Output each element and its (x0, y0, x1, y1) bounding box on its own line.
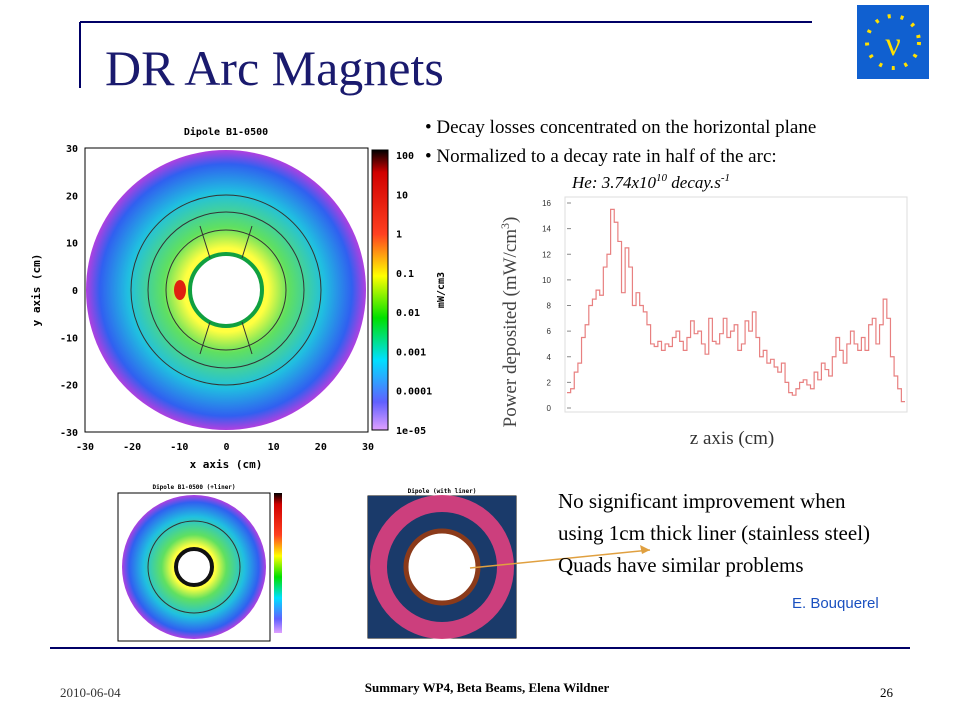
y-tick-label: 4 (547, 353, 552, 362)
colorbar-unit: mW/cm3 (436, 272, 447, 308)
formula-exp: 10 (656, 172, 668, 184)
chart-frame (564, 196, 908, 413)
colorbar-label: 1 (396, 230, 402, 241)
note: using 1cm thick liner (stainless steel) (558, 521, 870, 545)
bullet: • Normalized to a decay rate in half of … (425, 146, 777, 167)
heatmap (84, 147, 389, 433)
small-plot (367, 495, 517, 639)
heatmap-y-tick: 0 (72, 286, 78, 297)
colorbar-label: 10 (396, 190, 408, 201)
colorbar-label: 1e-05 (396, 426, 426, 437)
ylabel-text: Power deposited (mW/cm (500, 229, 521, 428)
heatmap-x-tick: 30 (362, 442, 374, 453)
heatmap-x-tick: 10 (268, 442, 280, 453)
logo: ν (857, 5, 929, 79)
heatmap-x-tick: 0 (223, 442, 229, 453)
y-tick-label: 14 (542, 225, 551, 234)
ylabel-sup: 3 (498, 223, 512, 229)
arrow (469, 549, 651, 569)
y-tick-label: 8 (547, 302, 552, 311)
heatmap-title: Dipole B1-0500 (184, 126, 268, 138)
formula: He: 3.74x1010 decay.s-1 (571, 172, 730, 192)
chart-ylabel: Power deposited (mW/cm3) (498, 217, 521, 428)
bullet: • Decay losses concentrated on the horiz… (425, 117, 816, 138)
colorbar-label: 0.0001 (396, 387, 432, 398)
colorbar-label: 0.1 (396, 269, 414, 280)
chart-xlabel: z axis (cm) (690, 428, 774, 449)
colorbar-label: 0.001 (396, 347, 426, 358)
author: E. Bouquerel (792, 595, 879, 612)
heatmap-ylabel: y axis (cm) (30, 254, 43, 327)
y-tick-label: 6 (547, 327, 552, 336)
page-number: 26 (880, 685, 894, 700)
colorbar-label: 0.01 (396, 308, 420, 319)
bullet-text: Normalized to a decay rate in half of th… (436, 146, 776, 167)
heatmap-x-tick: -30 (76, 442, 94, 453)
note: No significant improvement when (558, 489, 846, 513)
heatmap-y-tick: -10 (60, 333, 78, 344)
heatmap-y-tick: 30 (66, 144, 78, 155)
footer-date: 2010-06-04 (60, 685, 121, 700)
formula-unit: decay.s (667, 173, 721, 192)
heatmap-y-tick: -20 (60, 381, 78, 392)
small-plot (117, 492, 282, 642)
ylabel-end: ) (500, 217, 521, 223)
heatmap-y-tick: 20 (66, 191, 78, 202)
y-tick-label: 12 (542, 250, 551, 259)
svg-text:ν: ν (885, 26, 900, 63)
heatmap-x-tick: -10 (170, 442, 188, 453)
heatmap-x-tick: 20 (315, 442, 327, 453)
note: Quads have similar problems (558, 553, 804, 577)
formula-base: He: 3.74x10 (571, 173, 657, 192)
y-tick-label: 10 (542, 276, 551, 285)
heatmap-y-tick: -30 (60, 428, 78, 439)
bullet-text: Decay losses concentrated on the horizon… (436, 117, 816, 138)
y-tick-label: 0 (547, 404, 552, 413)
small-plot-title: Dipole (with liner) (408, 488, 477, 495)
arrow-head (640, 545, 650, 554)
y-tick-label: 2 (547, 378, 552, 387)
step-line (567, 208, 905, 403)
small-plot-title: Dipole B1-0500 (+liner) (152, 484, 235, 491)
heatmap-x-tick: -20 (123, 442, 141, 453)
heatmap-xlabel: x axis (cm) (190, 458, 263, 471)
formula-exp: -1 (721, 172, 730, 184)
colorbar-label: 100 (396, 151, 414, 162)
footer-center: Summary WP4, Beta Beams, Elena Wildner (365, 680, 610, 695)
y-tick-label: 16 (542, 199, 551, 208)
heatmap-y-tick: 10 (66, 239, 78, 250)
title: DR Arc Magnets (105, 40, 444, 96)
